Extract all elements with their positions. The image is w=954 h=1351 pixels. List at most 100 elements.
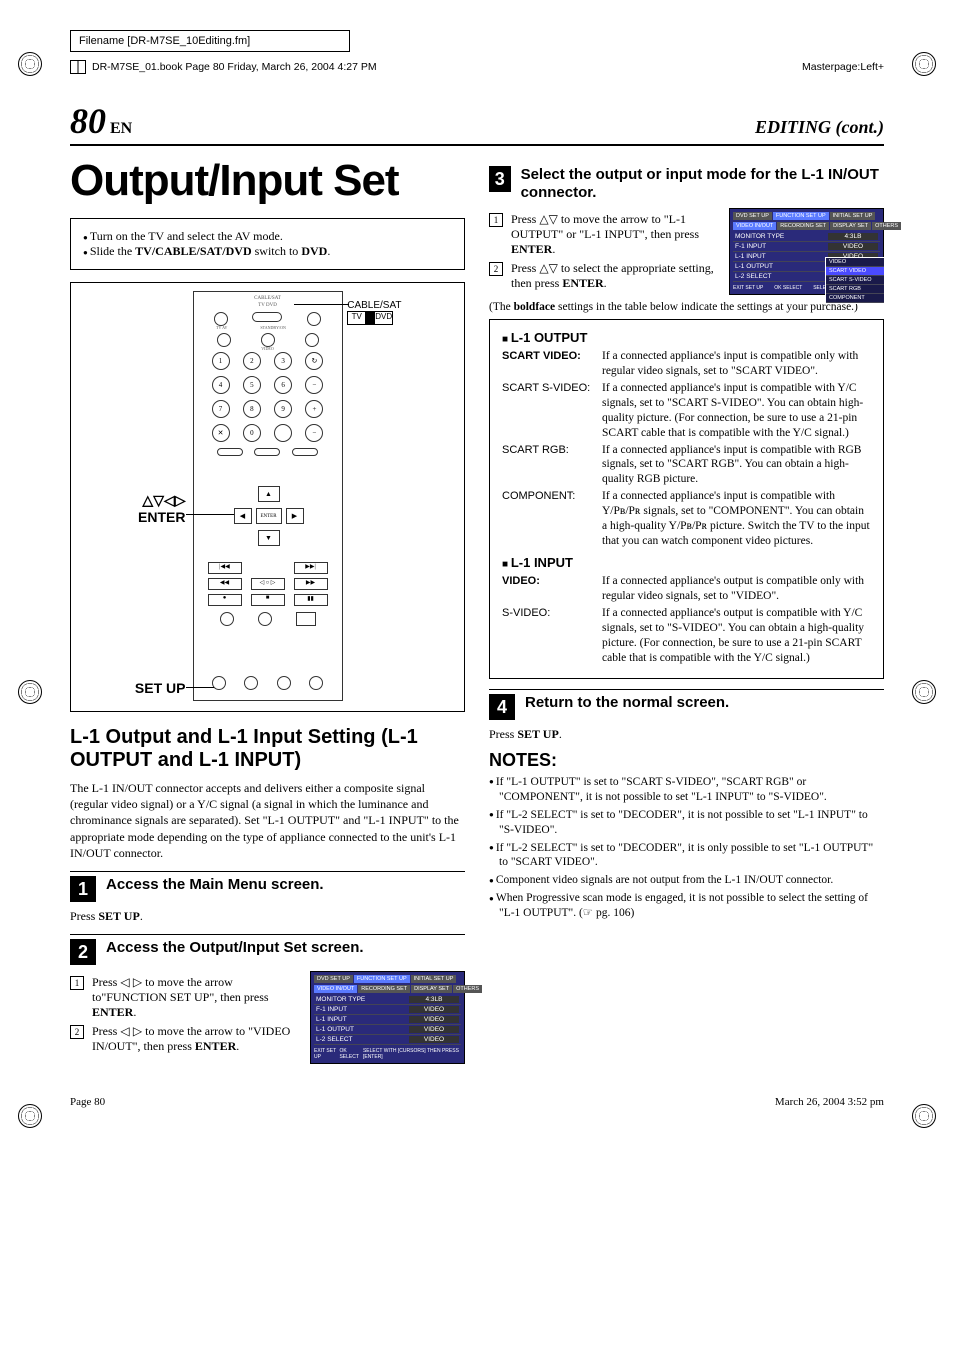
menu-footer: OK SELECT — [339, 1048, 363, 1060]
book-icon — [70, 60, 86, 74]
menu-row: MONITOR TYPE4:3LB — [314, 995, 461, 1005]
remote-tiny-label: TV DVD — [258, 303, 277, 308]
intro-box: Turn on the TV and select the AV mode. S… — [70, 218, 465, 270]
step-1-title: Access the Main Menu screen. — [106, 876, 324, 894]
meta-top: DR-M7SE_01.book Page 80 Friday, March 26… — [70, 60, 884, 76]
menu-popup-item: SCART S-VIDEO — [826, 276, 884, 285]
step-3-title: Select the output or input mode for the … — [521, 166, 884, 202]
remote-illustration: CABLE/SAT TV DVD CABLE/SAT TV DVD — [70, 282, 465, 712]
settings-row: SCART VIDEO:If a connected appliance's i… — [502, 349, 871, 379]
settings-row: COMPONENT:If a connected appliance's inp… — [502, 489, 871, 549]
menu-subtab: OTHERS — [453, 985, 482, 993]
remote-bottom-row — [212, 676, 324, 690]
remote-tiny-label: TV AV — [216, 326, 227, 330]
notes-item: If "L-2 SELECT" is set to "DECODER", it … — [489, 808, 884, 838]
step-4: 4 Return to the normal screen. — [489, 689, 884, 720]
notes-list: If "L-1 OUTPUT" is set to "SCART S-VIDEO… — [489, 775, 884, 921]
menu-tab: FUNCTION SET UP — [354, 975, 410, 983]
registration-mark — [18, 52, 42, 76]
page-title: Output/Input Set — [70, 156, 465, 206]
menu-footer: SELECT WITH [CURSORS] THEN PRESS [ENTER] — [363, 1048, 461, 1060]
menu-tab: FUNCTION SET UP — [773, 212, 829, 220]
page-number: 80 — [70, 101, 106, 141]
remote-keypad: 123↻ 456− 789+ ✕0− — [212, 352, 324, 456]
intro-item: Turn on the TV and select the AV mode. — [83, 229, 452, 244]
step-3-substep-2: 2 Press △▽ to select the appropriate set… — [489, 261, 721, 291]
step-4-body: Press SET UP. — [489, 726, 884, 742]
step-number-icon: 2 — [70, 939, 96, 965]
step-number-icon: 3 — [489, 166, 511, 192]
menu-subtab: OTHERS — [872, 222, 901, 230]
switch-dvd: DVD — [375, 312, 392, 324]
registration-mark — [18, 1104, 42, 1128]
menu-row: F-1 INPUTVIDEO — [733, 242, 880, 252]
page-lang: EN — [110, 120, 132, 137]
intro-item: Slide the TV/CABLE/SAT/DVD switch to DVD… — [83, 244, 452, 259]
l1-input-head: L-1 INPUT — [502, 555, 871, 572]
notes-heading: NOTES: — [489, 750, 884, 771]
settings-row: SCART RGB:If a connected appliance's inp… — [502, 443, 871, 488]
remote-tiny-label: STANDBY/ON — [260, 326, 285, 330]
settings-row: SCART S-VIDEO:If a connected appliance's… — [502, 381, 871, 441]
section-body-l1: The L-1 IN/OUT connector accepts and del… — [70, 780, 465, 861]
filename-header: Filename [DR-M7SE_10Editing.fm] — [70, 30, 350, 52]
menu-popup-item: SCART RGB — [826, 285, 884, 294]
menu-row: L-2 SELECTVIDEO — [314, 1035, 461, 1045]
step-2-substep-2: 2 Press ◁ ▷ to move the arrow to "VIDEO … — [70, 1024, 302, 1054]
switch-label-cablesat: CABLE/SAT — [347, 300, 401, 311]
remote-dpad: ▲ ◀ ENTER ▶ ▼ — [238, 486, 300, 548]
step-3-substep-1: 1 Press △▽ to move the arrow to "L-1 OUT… — [489, 212, 721, 257]
menu-subtab: VIDEO IN/OUT — [733, 222, 776, 230]
notes-item: If "L-1 OUTPUT" is set to "SCART S-VIDEO… — [489, 775, 884, 805]
step-2-substep-1: 1 Press ◁ ▷ to move the arrow to"FUNCTIO… — [70, 975, 302, 1020]
remote-callout-enter-arrows: △▽◁▷ ENTER — [106, 492, 186, 525]
menu-footer: EXIT SET UP — [314, 1048, 339, 1060]
step-4-title: Return to the normal screen. — [525, 694, 729, 712]
step-number-icon: 1 — [70, 876, 96, 902]
settings-row: VIDEO:If a connected appliance's output … — [502, 574, 871, 604]
menu-popup-item: SCART VIDEO — [826, 267, 884, 276]
book-line: DR-M7SE_01.book Page 80 Friday, March 26… — [92, 61, 377, 73]
menu-tab: INITIAL SET UP — [411, 975, 457, 983]
masterpage-label: Masterpage:Left+ — [802, 61, 884, 73]
footer-date: March 26, 2004 3:52 pm — [775, 1096, 884, 1108]
menu-popup: VIDEOSCART VIDEOSCART S-VIDEOSCART RGBCO… — [825, 257, 885, 304]
section-heading-l1: L-1 Output and L-1 Input Setting (L-1 OU… — [70, 726, 465, 772]
step-3: 3 Select the output or input mode for th… — [489, 166, 884, 202]
registration-mark — [912, 1104, 936, 1128]
step-2-title: Access the Output/Input Set screen. — [106, 939, 364, 957]
registration-mark — [18, 680, 42, 704]
menu-footer: EXIT SET UP — [733, 285, 763, 291]
registration-mark — [912, 680, 936, 704]
menu-row: F-1 INPUTVIDEO — [314, 1005, 461, 1015]
step-1-body: Press SET UP. — [70, 908, 465, 924]
registration-mark — [912, 52, 936, 76]
footer-page: Page 80 — [70, 1096, 105, 1108]
l1-output-head: L-1 OUTPUT — [502, 330, 871, 347]
menu-subtab: DISPLAY SET — [830, 222, 871, 230]
remote-power-icon — [214, 312, 228, 326]
menu-subtab: RECORDING SET — [358, 985, 410, 993]
switch-tv: TV — [348, 312, 365, 324]
remote-tiny-label: VIDEO — [194, 347, 342, 351]
menu-tab: DVD SET UP — [733, 212, 772, 220]
remote-callout-setup: SET UP — [106, 680, 186, 696]
menu-row: L-1 INPUTVIDEO — [314, 1015, 461, 1025]
menu-popup-item: VIDEO — [826, 258, 884, 267]
menu-subtab: RECORDING SET — [777, 222, 829, 230]
section-running-head: EDITING (cont.) — [755, 117, 884, 138]
remote-body: CABLE/SAT TV DVD CABLE/SAT TV DVD — [193, 291, 343, 701]
menu-popup-item: COMPONENT — [826, 294, 884, 303]
menu-row: L-1 OUTPUTVIDEO — [314, 1025, 461, 1035]
notes-item: When Progressive scan mode is engaged, i… — [489, 891, 884, 921]
page-header: 80EN EDITING (cont.) — [70, 100, 884, 146]
menu-tab: DVD SET UP — [314, 975, 353, 983]
remote-transport: |◀◀ ▶▶| ◀◀ ◁ ○ ▷ ▶▶ ● ■ ▮▮ — [208, 562, 328, 626]
menu-screenshot-2: DVD SET UP FUNCTION SET UP INITIAL SET U… — [729, 208, 884, 295]
menu-subtab: DISPLAY SET — [411, 985, 452, 993]
notes-item: Component video signals are not output f… — [489, 873, 884, 888]
settings-row: S-VIDEO:If a connected appliance's outpu… — [502, 606, 871, 666]
menu-subtab: VIDEO IN/OUT — [314, 985, 357, 993]
notes-item: If "L-2 SELECT" is set to "DECODER", it … — [489, 841, 884, 871]
settings-table: L-1 OUTPUT SCART VIDEO:If a connected ap… — [489, 319, 884, 679]
